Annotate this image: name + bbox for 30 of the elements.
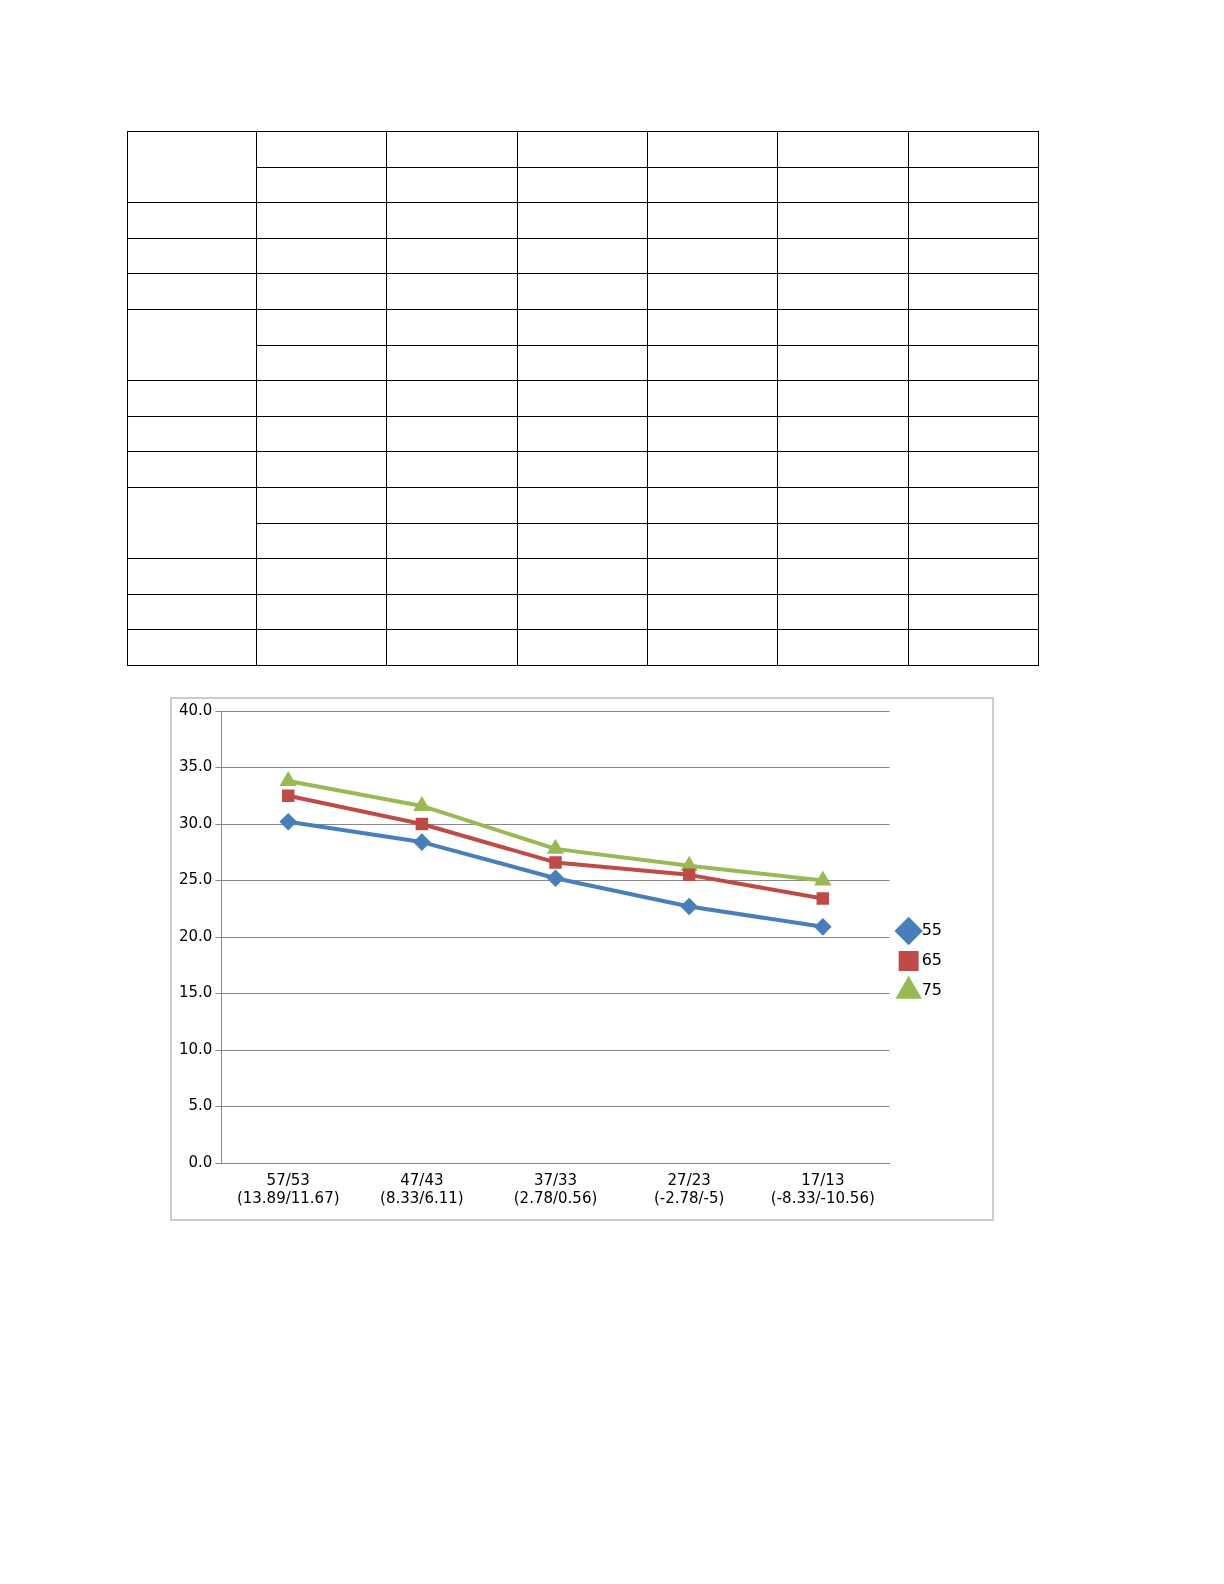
y-tick-label: 5.0 bbox=[188, 1096, 213, 1115]
x-tick-label: 27/23 (-2.78/-5) bbox=[653, 1170, 725, 1207]
point bbox=[547, 870, 564, 887]
point bbox=[815, 872, 831, 886]
y-tick-label: 20.0 bbox=[178, 926, 213, 945]
point bbox=[414, 797, 430, 811]
point bbox=[682, 868, 696, 882]
point bbox=[281, 789, 295, 802]
legend-label: 65 bbox=[921, 950, 942, 970]
point bbox=[681, 898, 698, 915]
y-tick-label: 15.0 bbox=[178, 983, 213, 1002]
x-tick-label: 47/43 (8.33/6.11) bbox=[380, 1170, 464, 1207]
legend-label: 55 bbox=[921, 920, 942, 940]
x-tick-label: 17/13 (-8.33/-10.56) bbox=[770, 1170, 875, 1207]
point bbox=[281, 773, 296, 787]
x-tick-label: 37/33 (2.78/0.56) bbox=[513, 1170, 598, 1207]
point bbox=[816, 892, 830, 905]
legend-label: 75 bbox=[921, 980, 942, 1000]
y-tick-label: 10.0 bbox=[178, 1039, 213, 1058]
point bbox=[415, 817, 429, 831]
point bbox=[413, 834, 430, 851]
point bbox=[549, 856, 562, 869]
y-tick-label: 25.0 bbox=[178, 870, 213, 889]
y-tick-label: 0.0 bbox=[188, 1152, 213, 1171]
y-tick-label: 30.0 bbox=[178, 813, 213, 832]
x-tick-label: 57/53 (13.89/11.67) bbox=[236, 1170, 340, 1207]
y-tick-label: 35.0 bbox=[178, 757, 213, 776]
y-tick-label: 40.0 bbox=[178, 700, 213, 719]
point bbox=[280, 813, 297, 830]
point bbox=[814, 918, 831, 935]
